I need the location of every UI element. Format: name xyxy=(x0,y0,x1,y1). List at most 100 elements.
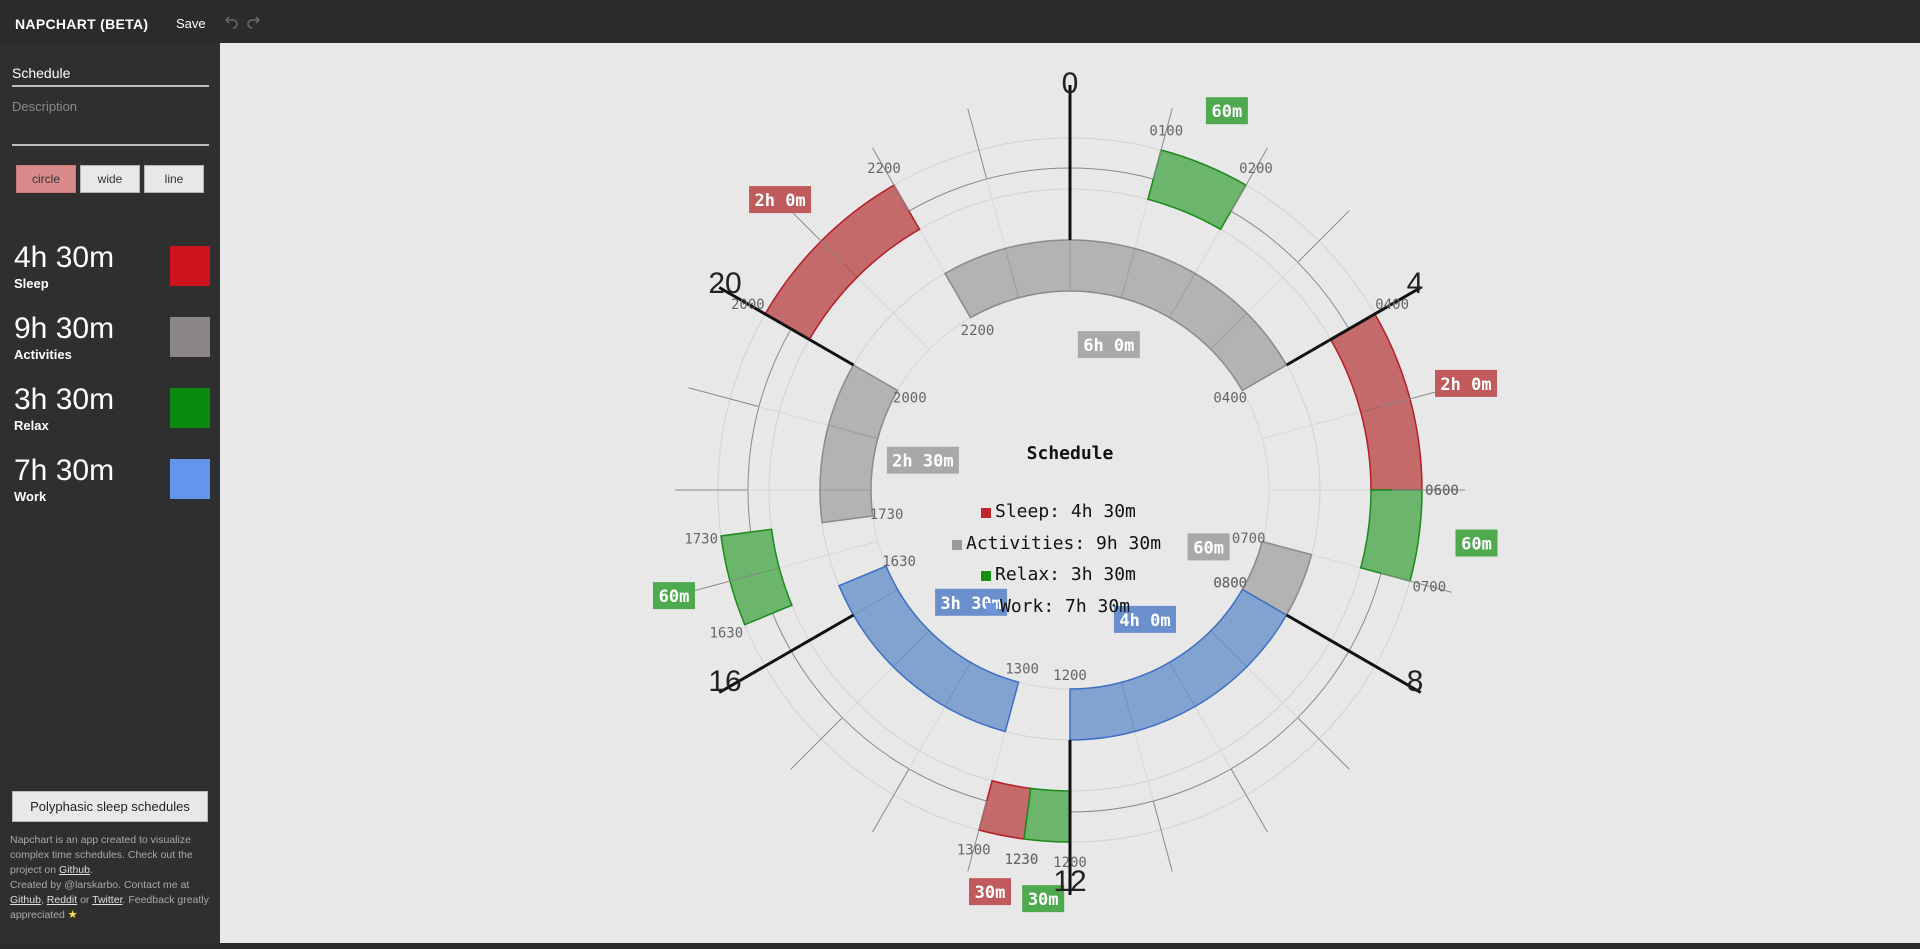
element-time-label: 0400 xyxy=(1213,391,1247,407)
minor-tick xyxy=(1230,147,1268,212)
legend-swatch-activities xyxy=(952,540,962,550)
minor-tick xyxy=(872,147,910,212)
duration-tag-label: 4h 0m xyxy=(1119,611,1170,631)
duration-tag xyxy=(1205,97,1248,125)
elements-layer[interactable] xyxy=(720,149,1423,843)
minor-tick xyxy=(688,387,760,408)
duration-tag xyxy=(1077,331,1140,359)
undo-icon[interactable] xyxy=(224,13,240,29)
summary-color-swatch[interactable] xyxy=(170,317,210,357)
duration-tag-label: 60m xyxy=(1193,538,1224,558)
hour-label-4: 4 xyxy=(1407,267,1424,300)
github-link[interactable]: Github xyxy=(59,864,90,876)
duration-tag-label: 6h 0m xyxy=(1083,336,1134,356)
summary-item-work[interactable]: 7h 30m Work xyxy=(14,455,210,511)
chart-element-activities[interactable] xyxy=(943,239,1288,392)
github-contact-link[interactable]: Github xyxy=(10,894,41,906)
chart-element-relax[interactable] xyxy=(720,528,793,626)
element-time-label: 0800 xyxy=(1213,576,1247,592)
summary-item-activities[interactable]: 9h 30m Activities xyxy=(14,313,210,369)
duration-tag xyxy=(652,582,695,610)
element-hour-divider xyxy=(1169,662,1196,707)
element-time-label: 0600 xyxy=(1425,483,1459,499)
minor-tick xyxy=(1230,768,1268,833)
duration-tag xyxy=(1187,533,1230,561)
element-time-label: 1300 xyxy=(957,842,991,858)
summary-color-swatch[interactable] xyxy=(170,246,210,286)
minor-tick xyxy=(790,717,843,770)
twitter-link[interactable]: Twitter xyxy=(92,894,123,906)
minor-tick xyxy=(967,800,988,872)
schedule-title-input[interactable] xyxy=(12,61,209,87)
duration-tag xyxy=(886,446,959,474)
chart-area: 2000 2200 2h 0m 0100 0200 60m 0400 0600 2h 0m 0 60… xyxy=(220,43,1920,943)
chart-element-sleep[interactable] xyxy=(1329,312,1423,491)
summary-duration: 4h 30m xyxy=(14,241,115,274)
about-line1: Napchart is an app created to visualize … xyxy=(10,834,193,876)
save-button[interactable]: Save xyxy=(176,16,206,31)
element-hour-divider xyxy=(828,424,878,439)
duration-tag-label: 60m xyxy=(659,587,690,607)
element-hour-divider xyxy=(1169,273,1196,318)
reddit-link[interactable]: Reddit xyxy=(46,894,78,906)
about-text: Napchart is an app created to visualize … xyxy=(10,834,209,921)
legend-relax: Relax: 3h 30m xyxy=(995,564,1136,585)
element-hour-divider xyxy=(944,662,971,707)
legend-swatch-work xyxy=(986,603,996,613)
duration-tag xyxy=(749,186,812,214)
summary-item-sleep[interactable]: 4h 30m Sleep xyxy=(14,242,210,298)
element-time-label: 0100 xyxy=(1149,124,1183,140)
element-time-label: 2200 xyxy=(961,323,995,339)
shape-wide-button[interactable]: wide xyxy=(80,165,140,193)
summary-name: Activities xyxy=(14,347,72,362)
element-hour-divider xyxy=(1004,248,1019,298)
minor-tick xyxy=(1152,108,1173,180)
chart-element-work[interactable] xyxy=(838,565,1020,733)
chart-element-activities[interactable] xyxy=(819,363,899,524)
chart-element-sleep[interactable] xyxy=(977,779,1032,840)
duration-tag-label: 2h 0m xyxy=(754,191,805,211)
chart-element-relax[interactable] xyxy=(1023,787,1071,843)
element-hour-divider xyxy=(1121,682,1136,732)
summary-item-relax[interactable]: 3h 30m Relax xyxy=(14,384,210,440)
summary-color-swatch[interactable] xyxy=(170,388,210,428)
duration-tag-label: 30m xyxy=(975,883,1006,903)
duration-tag xyxy=(1022,885,1065,913)
about-line2: Created by @larskarbo. Contact me at xyxy=(10,879,190,891)
element-time-label: 1630 xyxy=(709,625,743,641)
hour-ticks-layer xyxy=(675,85,1465,895)
chart-element-relax[interactable] xyxy=(1359,489,1423,583)
legend-sleep: Sleep: 4h 30m xyxy=(995,501,1136,522)
or-text: or xyxy=(80,894,90,906)
element-time-label: 0700 xyxy=(1232,531,1266,547)
polyphasic-schedules-button[interactable]: Polyphasic sleep schedules xyxy=(12,791,208,822)
chart-element-relax[interactable] xyxy=(1146,149,1248,231)
element-time-label: 1730 xyxy=(870,507,904,523)
duration-tag xyxy=(1455,529,1498,557)
top-bar: NAPCHART (BETA) Save xyxy=(0,0,1920,43)
element-hour-divider xyxy=(1210,312,1248,350)
major-tick-20 xyxy=(718,286,855,367)
inner-lane-inner-edge xyxy=(870,290,1270,690)
element-hour-divider xyxy=(1121,248,1136,298)
schedule-description-input[interactable] xyxy=(12,99,209,146)
summary-color-swatch[interactable] xyxy=(170,459,210,499)
duration-tag-label: 60m xyxy=(1212,102,1243,122)
hour-label-20: 20 xyxy=(708,267,741,300)
duration-tag-label: 2h 30m xyxy=(892,452,953,472)
sidebar: circle wide line 4h 30m Sleep 9h 30m Act… xyxy=(0,43,220,943)
shape-circle-button[interactable]: circle xyxy=(16,165,76,193)
minor-tick xyxy=(688,572,760,593)
redo-icon[interactable] xyxy=(245,13,261,29)
summary-name: Work xyxy=(14,489,47,504)
element-time-label: 0400 xyxy=(1375,297,1409,313)
shape-line-button[interactable]: line xyxy=(144,165,204,193)
element-time-label: 1230 xyxy=(1005,852,1039,868)
element-time-label: 1300 xyxy=(1005,662,1039,678)
chart-center-title: Schedule xyxy=(1027,443,1114,464)
bottom-bar xyxy=(0,943,1920,949)
element-time-label: 0600 xyxy=(1425,483,1459,499)
element-time-label: 1230 xyxy=(1005,852,1039,868)
napchart-canvas[interactable]: 2000 2200 2h 0m 0100 0200 60m 0400 0600 2h 0m 0 60… xyxy=(220,43,1920,943)
